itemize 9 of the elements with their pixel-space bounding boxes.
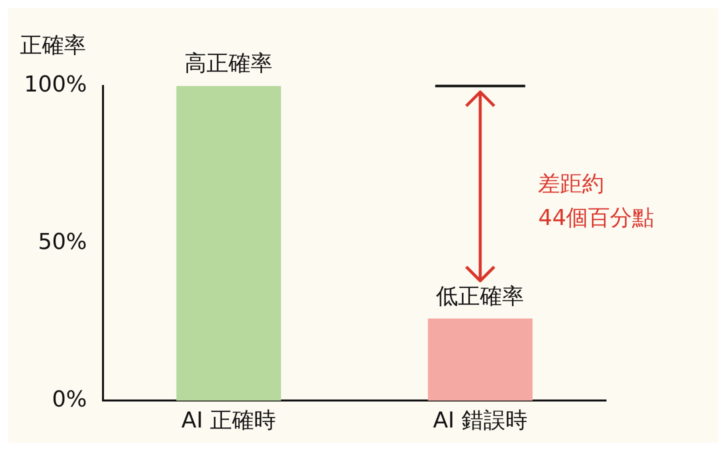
y-tick-label: 0% bbox=[52, 387, 87, 412]
y-tick-label: 50% bbox=[38, 230, 87, 256]
annotation: 低正確率 bbox=[436, 284, 524, 310]
x-tick-label: AI 正確時 bbox=[181, 408, 276, 434]
y-tick-label: 100% bbox=[24, 72, 87, 98]
x-tick-label: AI 錯誤時 bbox=[432, 408, 528, 434]
annotation: 高正確率 bbox=[184, 52, 273, 77]
annotation: 差距約 44個百分點 bbox=[538, 172, 654, 232]
y-axis-title: 正確率 bbox=[20, 34, 86, 59]
